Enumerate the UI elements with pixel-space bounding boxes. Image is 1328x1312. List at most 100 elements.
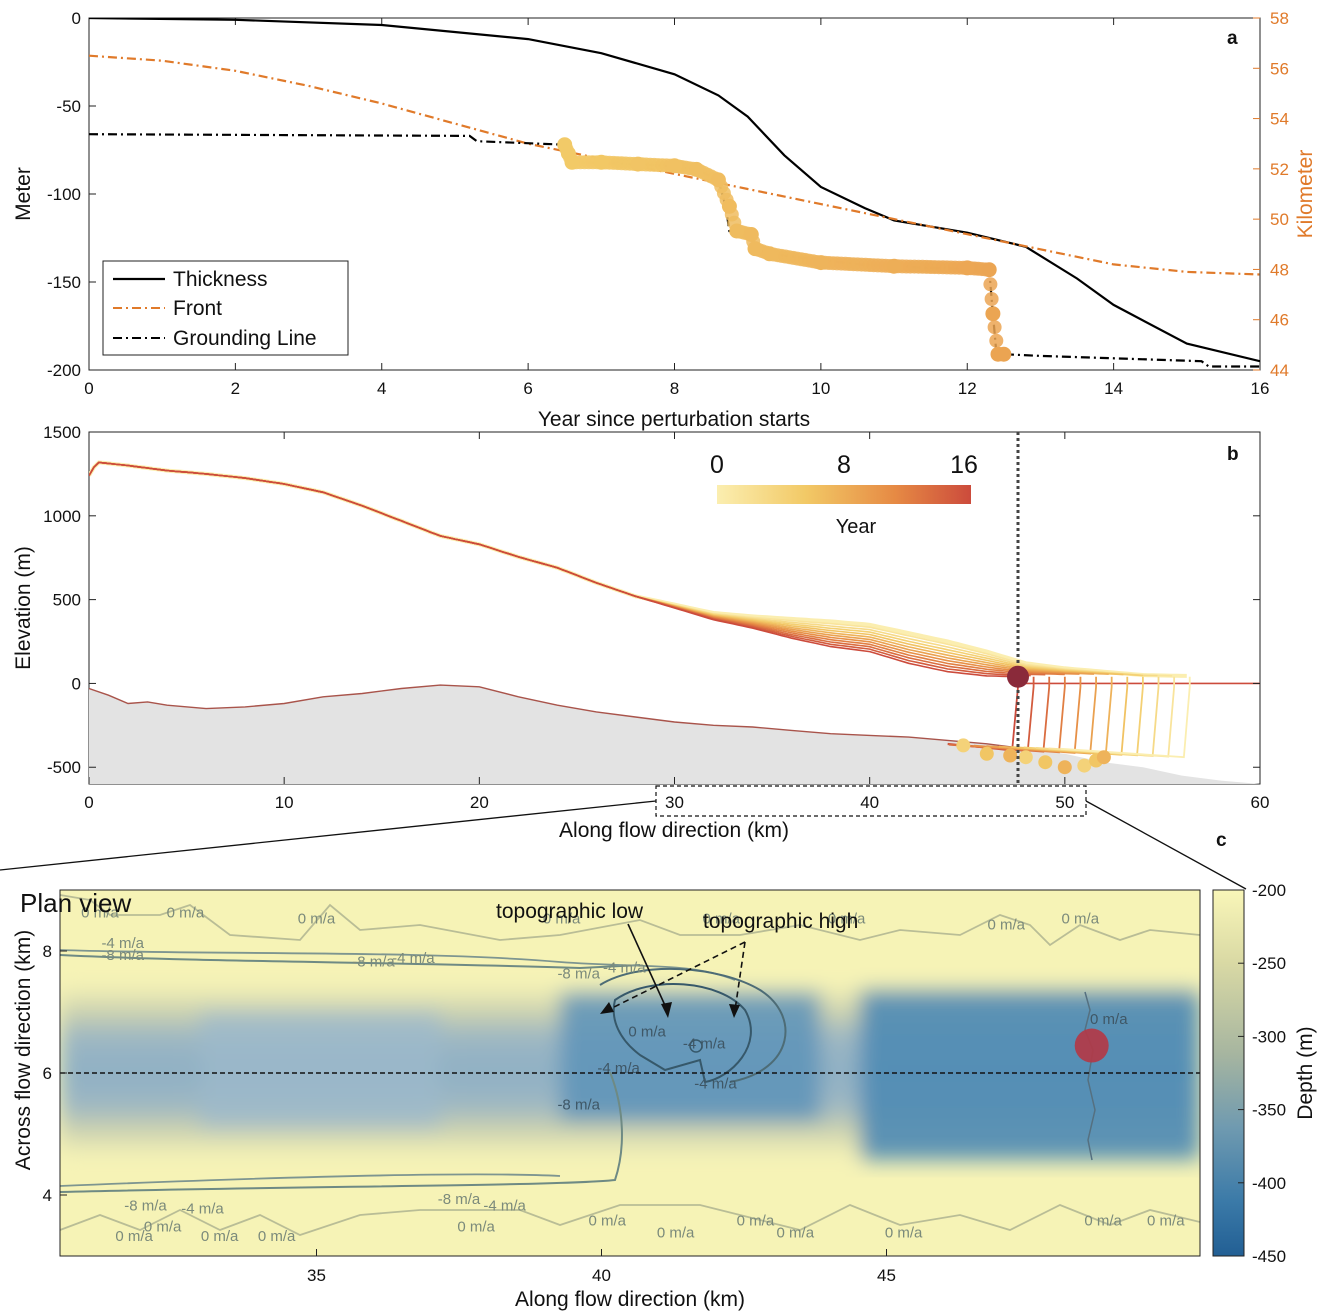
panel-a-xtick-label: 12 <box>958 379 977 398</box>
panel-b-front-profiles <box>947 676 1191 759</box>
plan-view-contour-label: -4 m/a <box>597 1060 640 1077</box>
panel-b-grounding-point <box>1077 758 1092 773</box>
panel-c-xtick-label: 35 <box>307 1266 326 1285</box>
plan-view-contour-label: -8 m/a <box>557 966 600 983</box>
plan-view-contour-label: -4 m/a <box>683 1036 726 1053</box>
plan-view-contour-label: 0 m/a <box>628 1023 666 1040</box>
panel-b-marker <box>1006 665 1029 688</box>
plan-view-contour-label: 0 m/a <box>144 1219 182 1236</box>
year-colorbar-tick-0: 0 <box>710 451 724 479</box>
plan-view-contour-label: 0 m/a <box>1147 1213 1185 1230</box>
panel-a-highlight-point <box>630 156 646 172</box>
panel-b-xtick-label: 40 <box>860 793 879 812</box>
panel-a-highlight-point <box>721 198 737 214</box>
panel-b-xtick-label: 20 <box>470 793 489 812</box>
panel-b-xtick-label: 60 <box>1251 793 1270 812</box>
year-colorbar-tick-16: 16 <box>950 451 978 479</box>
panel-a-highlight-point <box>989 333 1004 348</box>
depth-colorbar-tick-label: -450 <box>1252 1247 1286 1266</box>
depth-colorbar-tick-label: -250 <box>1252 954 1286 973</box>
panel-b-xlabel: Along flow direction (km) <box>559 819 789 842</box>
panel-b-front-profile <box>1060 676 1191 759</box>
panel-a-ylabel: Meter <box>12 167 35 221</box>
panel-a-ytick-right-label: 58 <box>1270 9 1289 28</box>
plan-view-contour-label: 0 m/a <box>1084 1213 1122 1230</box>
plan-view-contour-label: -4 m/a <box>392 950 435 967</box>
panel-c: c 0 m/a 0 m/a 0 m/a 0 m/a 0 m/a 0 <box>12 830 1317 1311</box>
plan-view-contour-label: 0 m/a <box>777 1225 815 1242</box>
plan-view-contour-label: 0 m/a <box>987 917 1025 934</box>
annotation-topographic-high: topographic high <box>703 910 858 933</box>
year-colorbar-tick-8: 8 <box>837 451 851 479</box>
panel-a-series-front <box>89 54 1260 276</box>
panel-a-highlight-point <box>689 161 704 177</box>
plan-view-contour-label: 0 m/a <box>258 1228 296 1245</box>
panel-a-xlabel: Year since perturbation starts <box>538 408 810 431</box>
plan-view-contour-label: 0 m/a <box>298 911 336 928</box>
depth-colorbar-tick-label: -300 <box>1252 1027 1286 1046</box>
panel-a-xtick-label: 0 <box>84 379 93 398</box>
panel-b-bed-fill <box>89 685 1260 784</box>
panel-c-ticks: 35 40 45 8 6 4 <box>43 942 896 1285</box>
annotation-topographic-low: topographic low <box>496 900 644 923</box>
panel-a-highlight-point <box>813 255 829 271</box>
panel-a: 0 2 4 6 8 10 12 14 160-50-100-150-20058565452504… <box>12 9 1317 431</box>
year-colorbar-label: Year <box>836 516 877 538</box>
panel-a-series-thickness <box>89 18 1260 363</box>
panel-c-xtick-label: 45 <box>877 1266 896 1285</box>
panel-a-highlight-point <box>762 246 778 262</box>
panel-c-ylabel: Across flow direction (km) <box>12 930 35 1170</box>
plan-view-contour-label: -8 m/a <box>101 947 144 964</box>
panel-a-xtick-label: 16 <box>1251 379 1270 398</box>
panel-a-highlight-point <box>729 223 745 239</box>
panel-a-highlight-point <box>959 260 975 276</box>
panel-b-ytick-label: 500 <box>53 591 81 610</box>
zoom-connector-left <box>0 800 657 871</box>
panel-b-ytick-label: 0 <box>72 674 81 693</box>
panel-a-ytick-right-label: 56 <box>1270 59 1289 78</box>
panel-c-ytick-label: 6 <box>43 1064 52 1083</box>
panel-b-surface-profile <box>89 461 1017 678</box>
panel-b-surface-profiles <box>89 460 1260 685</box>
plan-view-contour-label: 0 m/a <box>657 1225 695 1242</box>
panel-a-letter: a <box>1227 28 1238 49</box>
panel-a-highlight-point <box>667 158 682 174</box>
year-colorbar <box>717 485 971 504</box>
panel-b-grounding-point <box>1038 755 1053 770</box>
panel-a-highlight-point <box>747 241 763 257</box>
panel-a-ytick-label: -150 <box>47 273 81 292</box>
panel-a-xtick-label: 6 <box>523 379 532 398</box>
plan-view-contour-label: -8 m/a <box>438 1191 481 1208</box>
panel-a-ytick-label: -50 <box>56 97 81 116</box>
panel-a-highlight-point <box>886 258 902 274</box>
panel-b-grounding-points <box>956 738 1111 775</box>
panel-a-ytick-right-label: 46 <box>1270 311 1289 330</box>
panel-b-xtick-label: 10 <box>275 793 294 812</box>
panel-c-ytick-label: 4 <box>43 1186 52 1205</box>
plan-view-channel <box>60 985 1200 1160</box>
legend-label-grounding-line: Grounding Line <box>173 327 317 350</box>
depth-colorbar-tick-label: -400 <box>1252 1174 1286 1193</box>
panel-a-ytick-right-label: 52 <box>1270 160 1289 179</box>
panel-c-xlabel: Along flow direction (km) <box>515 1288 745 1311</box>
panel-b-ylabel: Elevation (m) <box>12 546 35 670</box>
panel-a-xtick-label: 10 <box>811 379 830 398</box>
panel-a-highlight-point <box>987 320 1002 335</box>
plan-view-contour-label: 0 m/a <box>457 1219 495 1236</box>
panel-a-highlight-point <box>983 277 998 292</box>
panel-a-highlight-point <box>981 262 997 278</box>
panel-a-xtick-label: 8 <box>670 379 679 398</box>
panel-a-highlight-point <box>593 154 609 170</box>
panel-a-ytick-label: -200 <box>47 361 81 380</box>
panel-b-bed-line <box>89 684 1026 750</box>
panel-b-grounding-point <box>1018 750 1033 765</box>
panel-a-highlight-point <box>743 227 759 242</box>
legend-box <box>102 260 349 356</box>
plan-view-contour-label: -8 m/a <box>352 953 395 970</box>
plan-view-contour-label: -8 m/a <box>557 1097 600 1114</box>
panel-a-xtick-label: 2 <box>231 379 240 398</box>
plan-view-contour-label: 0 m/a <box>1090 1011 1128 1028</box>
plan-view-title: Plan view <box>20 888 131 918</box>
panel-b-letter: b <box>1227 444 1239 465</box>
